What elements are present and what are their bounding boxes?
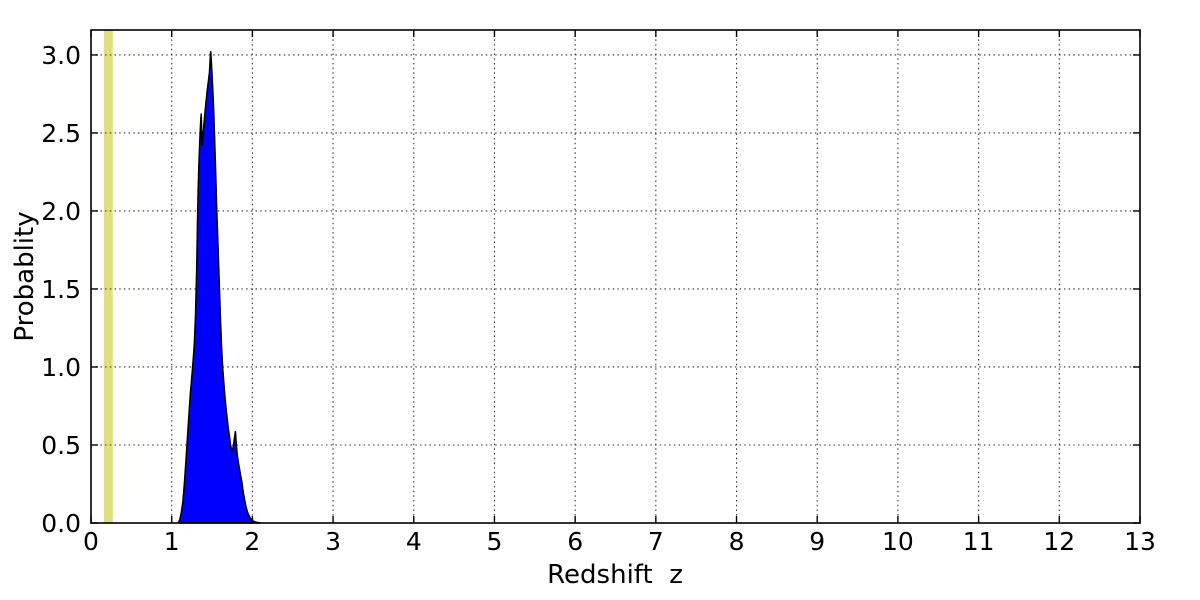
x-tick-label: 10 [882, 527, 914, 556]
y-tick-label: 0.5 [41, 431, 81, 460]
x-tick-label: 2 [244, 527, 260, 556]
tick-label-layer: 0 1 2 3 4 5 6 7 8 9 10 11 12 130.00.51.01.52.02.53.0 [41, 41, 1156, 556]
x-tick-label: 4 [406, 527, 422, 556]
x-tick-label: 1 [164, 527, 180, 556]
x-tick-label: 9 [809, 527, 825, 556]
x-tick-label: 5 [487, 527, 503, 556]
x-tick-label: 7 [648, 527, 664, 556]
y-tick-label: 1.5 [41, 275, 81, 304]
grid-layer [90, 30, 1141, 524]
vspan-layer [103, 30, 113, 523]
x-axis-label: Redshift z [547, 560, 683, 590]
y-tick-label: 0.0 [41, 509, 81, 538]
y-axis-label: Probablity [10, 211, 40, 341]
tick-layer [90, 30, 1141, 524]
vertical-highlight-band [103, 30, 113, 523]
series-layer [177, 50, 262, 524]
x-tick-label: 13 [1124, 527, 1156, 556]
plot-frame [90, 29, 1141, 524]
redshift-probability-density [177, 50, 262, 524]
y-tick-label: 2.0 [41, 197, 81, 226]
x-tick-label: 0 [83, 527, 99, 556]
y-tick-label: 2.5 [41, 119, 81, 148]
y-tick-label: 3.0 [41, 41, 81, 70]
x-tick-label: 6 [567, 527, 583, 556]
y-tick-label: 1.0 [41, 353, 81, 382]
x-tick-label: 3 [325, 527, 341, 556]
x-tick-label: 12 [1043, 527, 1075, 556]
x-tick-label: 8 [729, 527, 745, 556]
x-tick-label: 11 [963, 527, 995, 556]
